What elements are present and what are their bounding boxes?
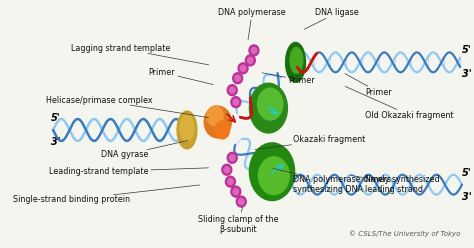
Ellipse shape [249, 143, 295, 201]
Ellipse shape [177, 111, 197, 149]
Text: Lagging strand template: Lagging strand template [72, 44, 209, 65]
Ellipse shape [215, 121, 229, 139]
Ellipse shape [204, 106, 231, 138]
Ellipse shape [180, 115, 194, 141]
Circle shape [246, 55, 255, 66]
Ellipse shape [257, 88, 283, 120]
Text: © CSLS/The University of Tokyo: © CSLS/The University of Tokyo [349, 231, 460, 237]
Circle shape [233, 73, 243, 84]
Text: Primer: Primer [262, 73, 315, 85]
Text: DNA polymerase: DNA polymerase [219, 8, 286, 40]
Circle shape [229, 155, 235, 161]
Text: DNA ligase: DNA ligase [304, 8, 359, 29]
Text: Sliding clamp of the
β-subunit: Sliding clamp of the β-subunit [198, 207, 279, 234]
Circle shape [238, 199, 244, 205]
Text: Primer: Primer [149, 68, 213, 85]
Circle shape [226, 176, 236, 187]
Circle shape [233, 189, 238, 195]
Circle shape [222, 164, 232, 175]
Text: 3': 3' [462, 192, 472, 202]
Text: 3': 3' [462, 69, 472, 79]
Ellipse shape [290, 47, 303, 73]
Circle shape [227, 85, 237, 96]
Text: Helicase/primase complex: Helicase/primase complex [46, 96, 209, 118]
Circle shape [231, 186, 241, 197]
Circle shape [233, 99, 238, 105]
Text: Primer: Primer [345, 74, 392, 97]
Circle shape [237, 196, 246, 207]
Ellipse shape [258, 157, 289, 195]
Circle shape [247, 57, 253, 63]
Ellipse shape [286, 42, 306, 82]
Text: Leading-strand template: Leading-strand template [49, 167, 209, 176]
Text: Single-strand binding protein: Single-strand binding protein [13, 185, 200, 204]
Circle shape [235, 75, 240, 81]
Ellipse shape [207, 106, 223, 126]
Ellipse shape [249, 83, 287, 133]
Text: Old Okazaki fragment: Old Okazaki fragment [345, 86, 454, 120]
Circle shape [231, 97, 241, 108]
Circle shape [228, 179, 233, 185]
Circle shape [238, 63, 248, 74]
Text: Newly synthesized
leading strand: Newly synthesized leading strand [350, 175, 440, 194]
Circle shape [249, 45, 259, 56]
Text: 5': 5' [462, 45, 472, 55]
Circle shape [240, 65, 246, 71]
Circle shape [224, 167, 229, 173]
Circle shape [229, 87, 235, 93]
Circle shape [227, 152, 237, 163]
Text: Okazaki fragment: Okazaki fragment [255, 135, 365, 150]
Text: 5': 5' [462, 168, 472, 178]
Text: 3': 3' [51, 137, 61, 147]
Circle shape [251, 47, 256, 53]
Text: DNA polymerase dimers
synthesizing DNA: DNA polymerase dimers synthesizing DNA [273, 168, 391, 194]
Text: 5': 5' [51, 113, 61, 123]
Text: DNA gyrase: DNA gyrase [100, 141, 188, 159]
